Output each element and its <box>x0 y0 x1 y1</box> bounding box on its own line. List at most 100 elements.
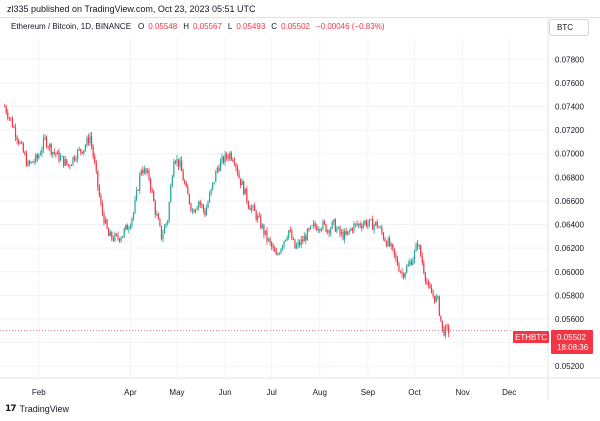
candle-body <box>379 227 381 229</box>
candle-body <box>399 271 402 273</box>
y-tick-label: 0.05800 <box>555 291 584 300</box>
currency-button[interactable]: BTC <box>549 19 589 36</box>
candle-body <box>70 164 73 167</box>
candle-body <box>201 204 203 206</box>
candle-body <box>32 161 34 163</box>
candle-body <box>84 145 86 150</box>
candle-body <box>368 219 371 224</box>
candle-body <box>109 231 111 237</box>
y-tick-label: 0.07400 <box>555 102 584 111</box>
candle-body <box>283 240 285 246</box>
candle-body <box>112 238 114 241</box>
candle-body <box>359 223 361 227</box>
open-label: O <box>138 22 145 31</box>
candles <box>4 104 450 339</box>
y-tick-label: 0.07200 <box>555 126 584 135</box>
candle-body <box>55 153 57 155</box>
candle-body <box>90 135 93 147</box>
candle-body <box>264 230 267 235</box>
candle-body <box>364 220 366 224</box>
candle-body <box>232 159 234 162</box>
candle-body <box>128 228 130 230</box>
candle-body <box>275 252 277 255</box>
candle-body <box>289 230 291 232</box>
candle-body <box>63 156 65 166</box>
candle-body <box>278 253 281 255</box>
grid-lines <box>0 18 600 400</box>
candle-body <box>75 158 77 161</box>
candle-body <box>59 156 62 161</box>
candle-body <box>444 325 447 336</box>
candle-body <box>159 219 161 226</box>
candle-body <box>7 112 9 119</box>
candle-body <box>148 170 150 180</box>
candle-body <box>53 151 55 154</box>
candle-body <box>432 293 434 296</box>
candle-body <box>261 224 263 228</box>
candle-body <box>309 225 312 230</box>
candle-body <box>170 185 172 203</box>
candle-body <box>47 146 49 148</box>
candle-body <box>80 149 82 152</box>
candle-body <box>25 154 27 166</box>
y-tick-label: 0.06600 <box>555 197 584 206</box>
candle-body <box>389 238 391 247</box>
candle-body <box>195 209 197 213</box>
candle-body <box>263 224 265 235</box>
candle-body <box>177 158 180 167</box>
candle-body <box>367 223 369 227</box>
candle-body <box>111 231 113 239</box>
candle-body <box>448 326 450 334</box>
candle-body <box>404 272 406 278</box>
candle-body <box>434 295 436 302</box>
candle-body <box>328 230 330 234</box>
candle-body <box>230 152 232 160</box>
price-tag-price: 0.05502 <box>557 333 586 342</box>
candle-body <box>182 171 184 181</box>
ticker-tag-bg <box>513 331 549 343</box>
candle-body <box>323 221 326 225</box>
candle-body <box>412 259 414 265</box>
candle-body <box>45 136 48 147</box>
change-value: −0.00046 (−0.83%) <box>315 22 385 31</box>
candle-body <box>213 181 215 183</box>
candle-body <box>162 233 164 240</box>
candle-body <box>288 230 290 238</box>
x-tick-label: Jun <box>219 388 232 397</box>
candle-body <box>348 230 350 232</box>
candle-body <box>131 218 133 226</box>
candle-body <box>330 228 332 234</box>
x-tick-label: Aug <box>313 388 327 397</box>
candle-body <box>215 171 217 182</box>
candle-body <box>122 235 124 238</box>
candle-body <box>322 221 324 229</box>
candle-body <box>72 157 74 165</box>
candle-body <box>320 228 322 231</box>
candle-body <box>426 281 428 283</box>
candle-body <box>187 186 189 195</box>
candle-body <box>314 223 316 227</box>
y-tick-label: 0.06200 <box>555 244 584 253</box>
x-tick-label: Sep <box>361 388 376 397</box>
low-value: 0.05493 <box>236 22 266 31</box>
brand-text: TradingView <box>19 404 70 414</box>
price-tag-bg <box>551 330 593 354</box>
candle-body <box>244 188 246 195</box>
y-tick-label: 0.07600 <box>555 79 584 88</box>
candle-body <box>331 221 333 229</box>
candle-body <box>58 151 60 161</box>
x-tick-label: May <box>169 388 184 397</box>
candle-body <box>115 233 118 236</box>
candle-body <box>171 177 173 186</box>
candle-body <box>235 163 237 168</box>
candle-body <box>300 239 302 246</box>
candle-body <box>373 224 375 230</box>
candle-body <box>156 214 158 215</box>
candle-body <box>347 231 349 235</box>
candle-body <box>92 146 94 157</box>
candle-body <box>87 137 90 143</box>
open-value: 0.05548 <box>148 22 178 31</box>
symbol-label[interactable]: Ethereum / Bitcoin, 1D, BINANCE <box>11 22 132 31</box>
candle-body <box>409 261 411 265</box>
